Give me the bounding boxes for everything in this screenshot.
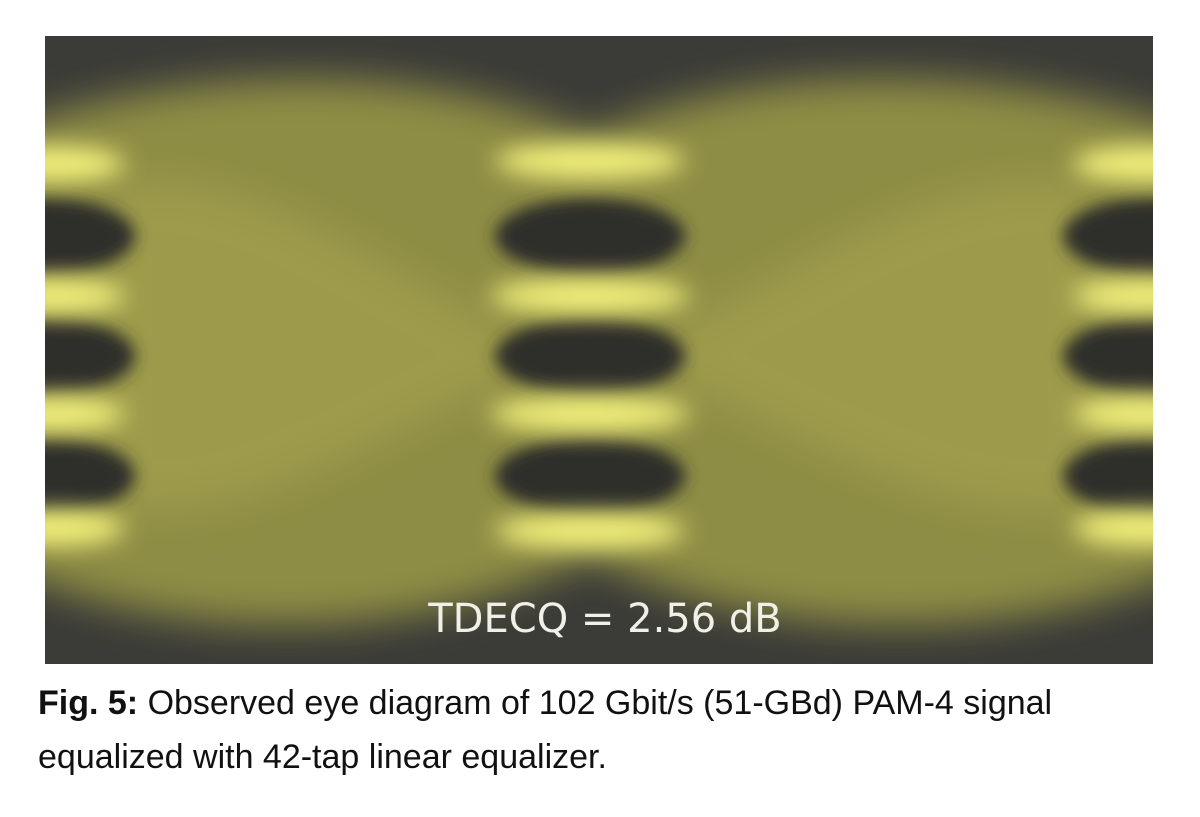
eye-diagram: TDECQ = 2.56 dB	[45, 36, 1153, 664]
annotation: TDECQ = 2.56 dB	[427, 596, 781, 642]
crossing	[105, 182, 1095, 510]
caption: Fig. 5: Observed eye diagram of 102 Gbit…	[38, 676, 1158, 784]
eye-openings	[45, 198, 1153, 514]
rails	[45, 143, 1153, 549]
caption-text: Observed eye diagram of 102 Gbit/s (51-G…	[38, 684, 1053, 776]
caption-label: Fig. 5:	[38, 684, 139, 722]
